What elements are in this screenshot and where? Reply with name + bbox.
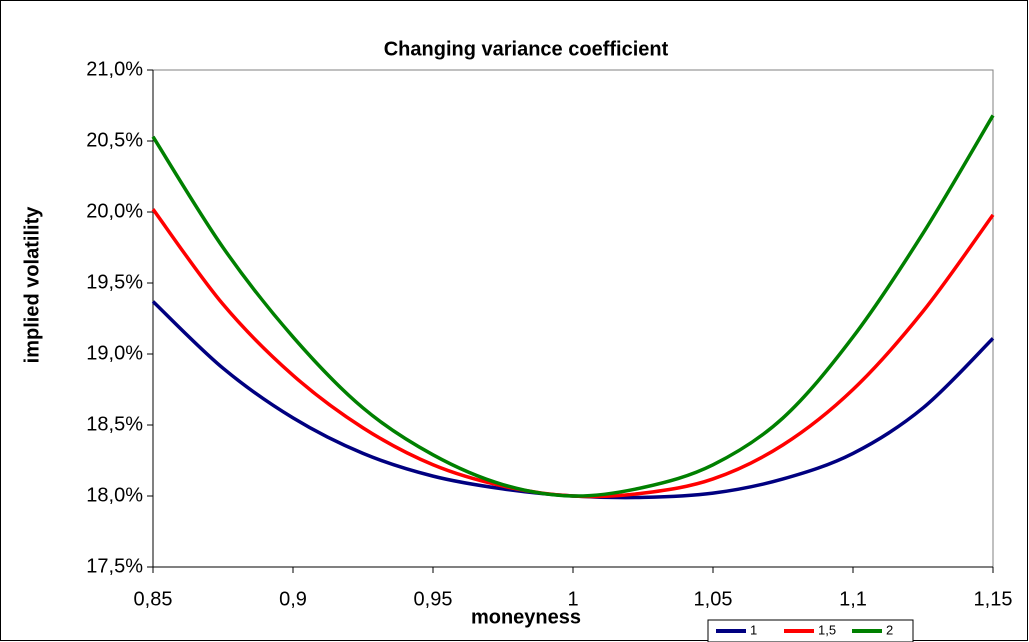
y-tick-label: 19,5% bbox=[86, 271, 143, 293]
x-tick-label: 0,95 bbox=[414, 588, 453, 610]
x-tick-label: 0,85 bbox=[134, 588, 173, 610]
x-tick-label: 0,9 bbox=[279, 588, 307, 610]
y-tick-label: 21,0% bbox=[86, 58, 143, 80]
y-tick-label: 18,0% bbox=[86, 484, 143, 506]
y-tick-label: 20,0% bbox=[86, 200, 143, 222]
legend-label: 2 bbox=[886, 622, 893, 637]
legend-label: 1,5 bbox=[818, 622, 836, 637]
y-tick-label: 19,0% bbox=[86, 342, 143, 364]
legend-label: 1 bbox=[750, 622, 757, 637]
x-tick-label: 1,15 bbox=[974, 588, 1013, 610]
y-axis-label: implied volatility bbox=[21, 206, 43, 364]
chart-title: Changing variance coefficient bbox=[384, 38, 669, 60]
x-tick-label: 1,1 bbox=[839, 588, 867, 610]
x-tick-label: 1,05 bbox=[694, 588, 733, 610]
y-tick-label: 20,5% bbox=[86, 129, 143, 151]
y-tick-label: 18,5% bbox=[86, 413, 143, 435]
y-tick-label: 17,5% bbox=[86, 555, 143, 577]
x-axis-label: moneyness bbox=[471, 606, 581, 628]
line-series bbox=[151, 114, 995, 498]
x-tick-label: 1 bbox=[567, 588, 578, 610]
